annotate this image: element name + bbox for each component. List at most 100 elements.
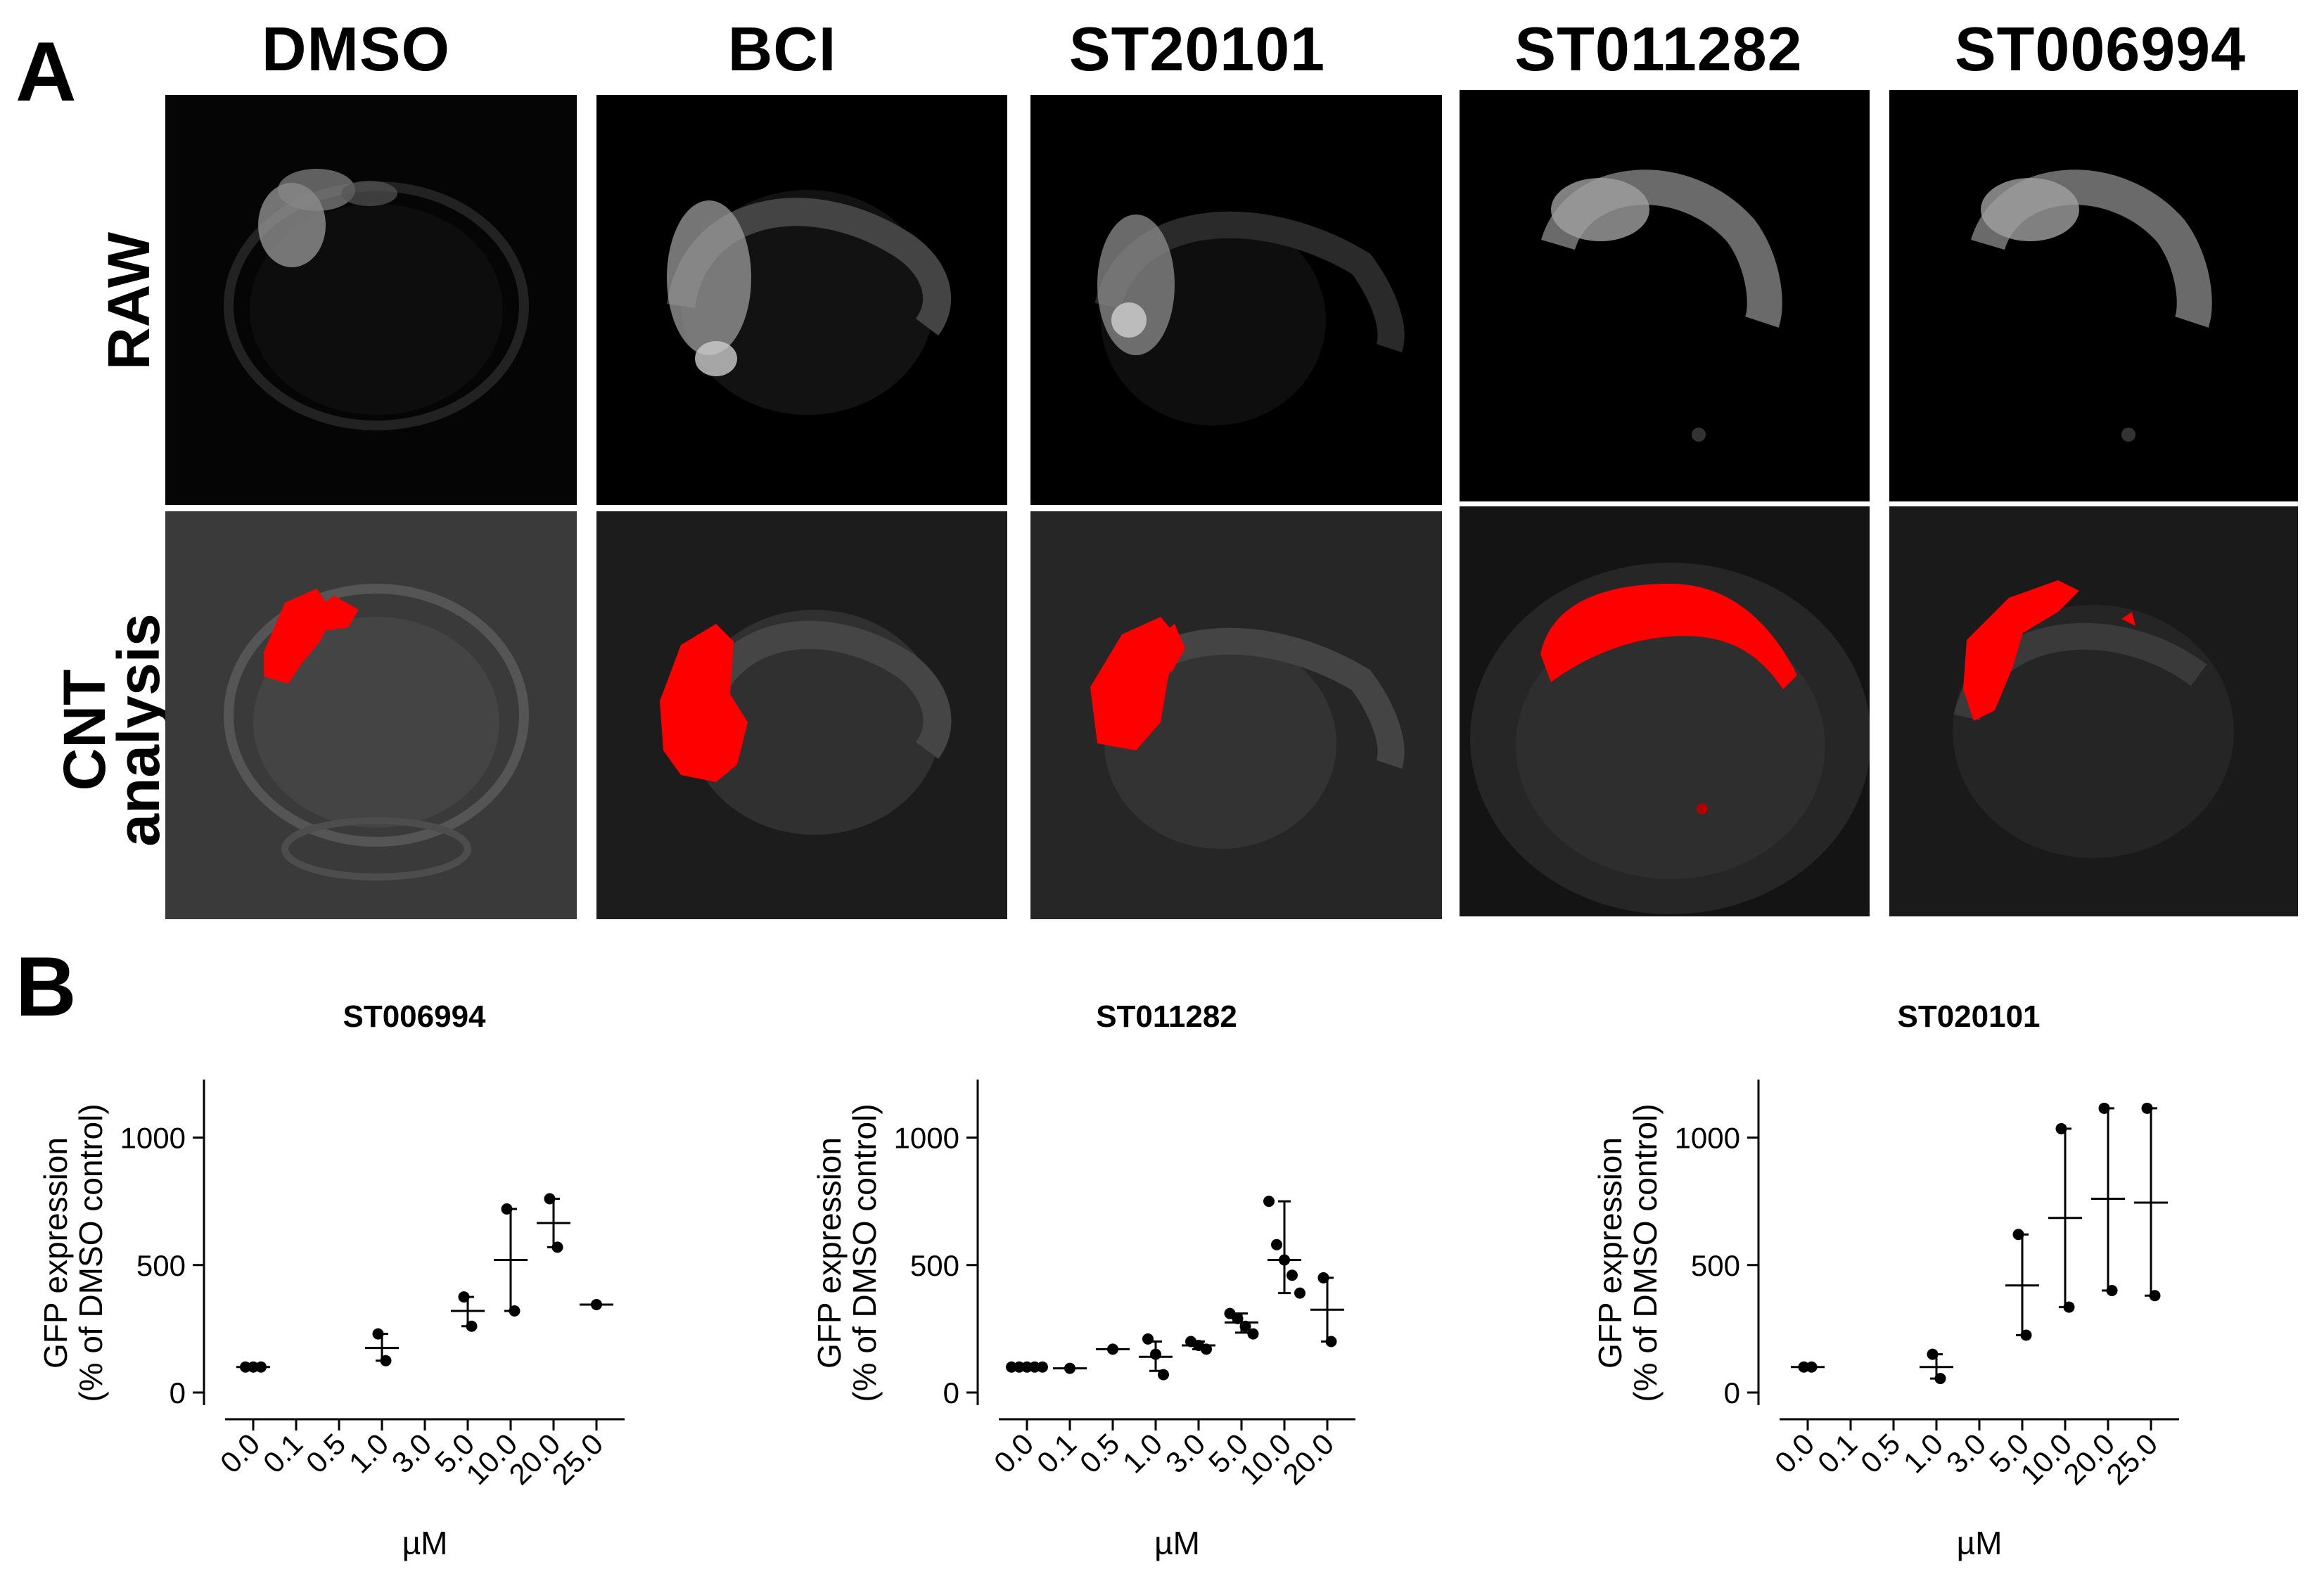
chart-st006994: ST006994 0 500 1000 0.0 0.1 0.5 1.0 3.0 5.0 10.0 20… [14, 985, 760, 1575]
data-point [1142, 1333, 1154, 1345]
y-axis-title: GFP expression(% of DMSO control) [37, 1103, 109, 1402]
data-point [1107, 1343, 1118, 1355]
data-point [1037, 1361, 1048, 1373]
chart-title: ST011282 [1096, 999, 1237, 1034]
y-axis-title-line1: GFP expression [37, 1137, 74, 1369]
chart-title: ST020101 [1897, 999, 2040, 1034]
data-point [380, 1355, 392, 1366]
row-label-analysis: analysis [106, 613, 172, 847]
data-point [591, 1298, 602, 1310]
data-point [1006, 1361, 1017, 1373]
data-point [501, 1203, 513, 1215]
data-point [1806, 1361, 1818, 1373]
data-point [2141, 1102, 2153, 1114]
y-tick-label: 0 [943, 1376, 959, 1409]
y-tick-label: 1000 [894, 1122, 959, 1155]
column-header-bci: BCI [727, 14, 837, 84]
data-point [2149, 1290, 2161, 1302]
data-point [1279, 1254, 1290, 1266]
data-point [1232, 1312, 1244, 1324]
x-tick-label: 20.0 [1276, 1427, 1340, 1491]
raw-image-dmso [165, 95, 577, 505]
x-tick-label: 3.0 [1159, 1427, 1212, 1480]
data-point [509, 1305, 521, 1317]
x-tick-label: 1.0 [1116, 1427, 1169, 1480]
data-point [248, 1361, 259, 1373]
y-axis-title-line2: (% of DMSO control) [1627, 1103, 1664, 1402]
data-point [1927, 1348, 1939, 1360]
y-tick-label: 500 [1691, 1249, 1740, 1282]
column-header-st006994: ST006994 [1954, 14, 2247, 84]
x-tick-label: 1.0 [1897, 1427, 1950, 1480]
data-point [458, 1291, 470, 1303]
y-axis-title-line2: (% of DMSO control) [846, 1103, 883, 1402]
row-label-raw: RAW [96, 232, 162, 370]
x-axis-title: µM [402, 1525, 448, 1561]
cnt-image-bci [596, 511, 1007, 919]
data-point [372, 1328, 384, 1340]
data-point [2106, 1285, 2118, 1296]
data-point [1064, 1362, 1075, 1374]
x-tick-label: 25.0 [545, 1427, 609, 1491]
row-label-cnt-analysis: CNT analysis [51, 582, 177, 878]
x-tick-label: 0.0 [214, 1427, 267, 1480]
raw-image-st20101 [1030, 95, 1442, 505]
data-point [1934, 1373, 1946, 1385]
y-tick-label: 0 [170, 1376, 186, 1409]
x-tick-label: 25.0 [2100, 1427, 2164, 1491]
y-tick-label: 500 [136, 1249, 186, 1282]
raw-image-st011282 [1460, 90, 1870, 501]
x-tick-label: 0.0 [988, 1427, 1040, 1480]
x-axis-title: µM [1957, 1525, 2003, 1561]
column-header-st011282: ST011282 [1514, 14, 1803, 84]
data-point [1029, 1361, 1040, 1373]
cnt-image-st006994 [1889, 506, 2298, 916]
chart-title: ST006994 [343, 999, 486, 1034]
data-point [466, 1320, 478, 1332]
data-point [1294, 1287, 1305, 1299]
chart-st011282: ST011282 0 500 1000 0.0 0.1 0.5 1.0 3.0 5.0 10.0 20… [788, 985, 1533, 1575]
data-point [2098, 1102, 2110, 1114]
data-point [2020, 1329, 2032, 1341]
data-point [2012, 1229, 2024, 1241]
y-axis-title: GFP expression(% of DMSO control) [1592, 1103, 1664, 1402]
data-point [1021, 1361, 1033, 1373]
raw-image-bci [596, 95, 1007, 505]
x-tick-label: 3.0 [385, 1427, 438, 1480]
data-point [2055, 1122, 2067, 1134]
x-tick-label: 0.1 [1030, 1427, 1083, 1480]
data-point [2063, 1301, 2075, 1313]
data-point [1317, 1272, 1329, 1284]
column-header-st20101: ST20101 [1068, 14, 1326, 84]
y-tick-label: 1000 [1675, 1122, 1740, 1155]
row-label-cnt: CNT [51, 669, 117, 791]
x-tick-label: 0.1 [257, 1427, 309, 1480]
data-point [544, 1193, 556, 1205]
x-tick-label: 0.5 [1854, 1427, 1907, 1480]
cnt-image-st20101 [1030, 511, 1442, 919]
raw-image-st006994 [1889, 90, 2298, 501]
cnt-image-st011282 [1460, 506, 1870, 916]
data-point [1158, 1369, 1169, 1381]
x-tick-label: 0.0 [1768, 1427, 1821, 1480]
column-header-dmso: DMSO [262, 14, 450, 84]
data-point [1798, 1361, 1810, 1373]
x-tick-label: 0.1 [1811, 1427, 1864, 1480]
data-point [255, 1361, 267, 1373]
x-tick-label: 0.5 [1073, 1427, 1126, 1480]
data-point [1286, 1269, 1298, 1281]
y-axis-title-line2: (% of DMSO control) [72, 1103, 109, 1402]
panel-a-letter: A [15, 25, 77, 119]
x-axis-title: µM [1154, 1525, 1200, 1561]
x-tick-label: 3.0 [1940, 1427, 1993, 1480]
data-point [1201, 1343, 1212, 1355]
x-tick-label: 0.5 [300, 1427, 352, 1480]
y-axis-title-line1: GFP expression [811, 1137, 848, 1369]
data-point [1014, 1361, 1025, 1373]
x-tick-label: 1.0 [343, 1427, 395, 1480]
y-tick-label: 1000 [120, 1122, 186, 1155]
y-axis-title-line1: GFP expression [1592, 1137, 1628, 1369]
data-point [1325, 1336, 1337, 1348]
data-point [1150, 1348, 1161, 1360]
